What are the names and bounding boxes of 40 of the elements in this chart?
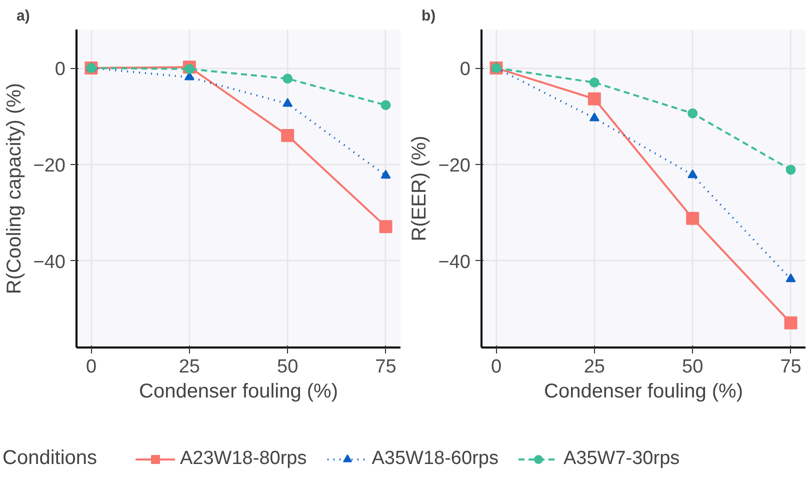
y-tick-label: −40 — [438, 252, 471, 273]
point — [686, 212, 700, 225]
y-tick-label: −40 — [33, 252, 66, 273]
x-tick-label: 75 — [780, 356, 802, 378]
x-axis-title: Condenser fouling (%) — [544, 380, 744, 402]
chart-title: a) — [16, 8, 30, 24]
x-tick-label: 75 — [375, 356, 396, 378]
y-tick-label: −20 — [33, 155, 66, 176]
y-tick-label: −20 — [438, 155, 471, 176]
point — [379, 220, 392, 234]
legend-label: A35W7-30rps — [563, 448, 680, 470]
y-axis-title: R(EER) (%) — [408, 136, 430, 242]
point — [184, 64, 194, 74]
x-tick-label: 25 — [178, 356, 200, 378]
point — [380, 170, 391, 179]
point — [281, 129, 294, 142]
y-axis-title: R(Cooling capacity) (%) — [3, 82, 26, 294]
y-tick-label: 0 — [54, 59, 66, 80]
x-tick-label: 0 — [86, 356, 97, 378]
x-axis-title: Condenser fouling (%) — [139, 380, 338, 402]
point — [589, 112, 600, 122]
point — [282, 74, 293, 84]
legend-title: Conditions — [2, 447, 98, 469]
point — [786, 273, 796, 282]
chart-title: b) — [422, 8, 436, 24]
legend-label: A23W18-80rps — [180, 448, 307, 470]
point — [784, 316, 798, 330]
legend-label: A35W18-60rps — [372, 448, 498, 470]
point — [688, 169, 698, 178]
point — [282, 98, 293, 107]
point — [688, 108, 698, 118]
point — [786, 164, 796, 175]
x-tick-label: 25 — [584, 356, 605, 378]
x-tick-label: 50 — [277, 356, 298, 378]
x-tick-label: 50 — [682, 356, 704, 378]
x-tick-label: 0 — [490, 356, 502, 378]
point — [380, 100, 391, 110]
y-tick-label: 0 — [460, 59, 471, 80]
point — [589, 78, 600, 88]
point — [588, 92, 601, 106]
